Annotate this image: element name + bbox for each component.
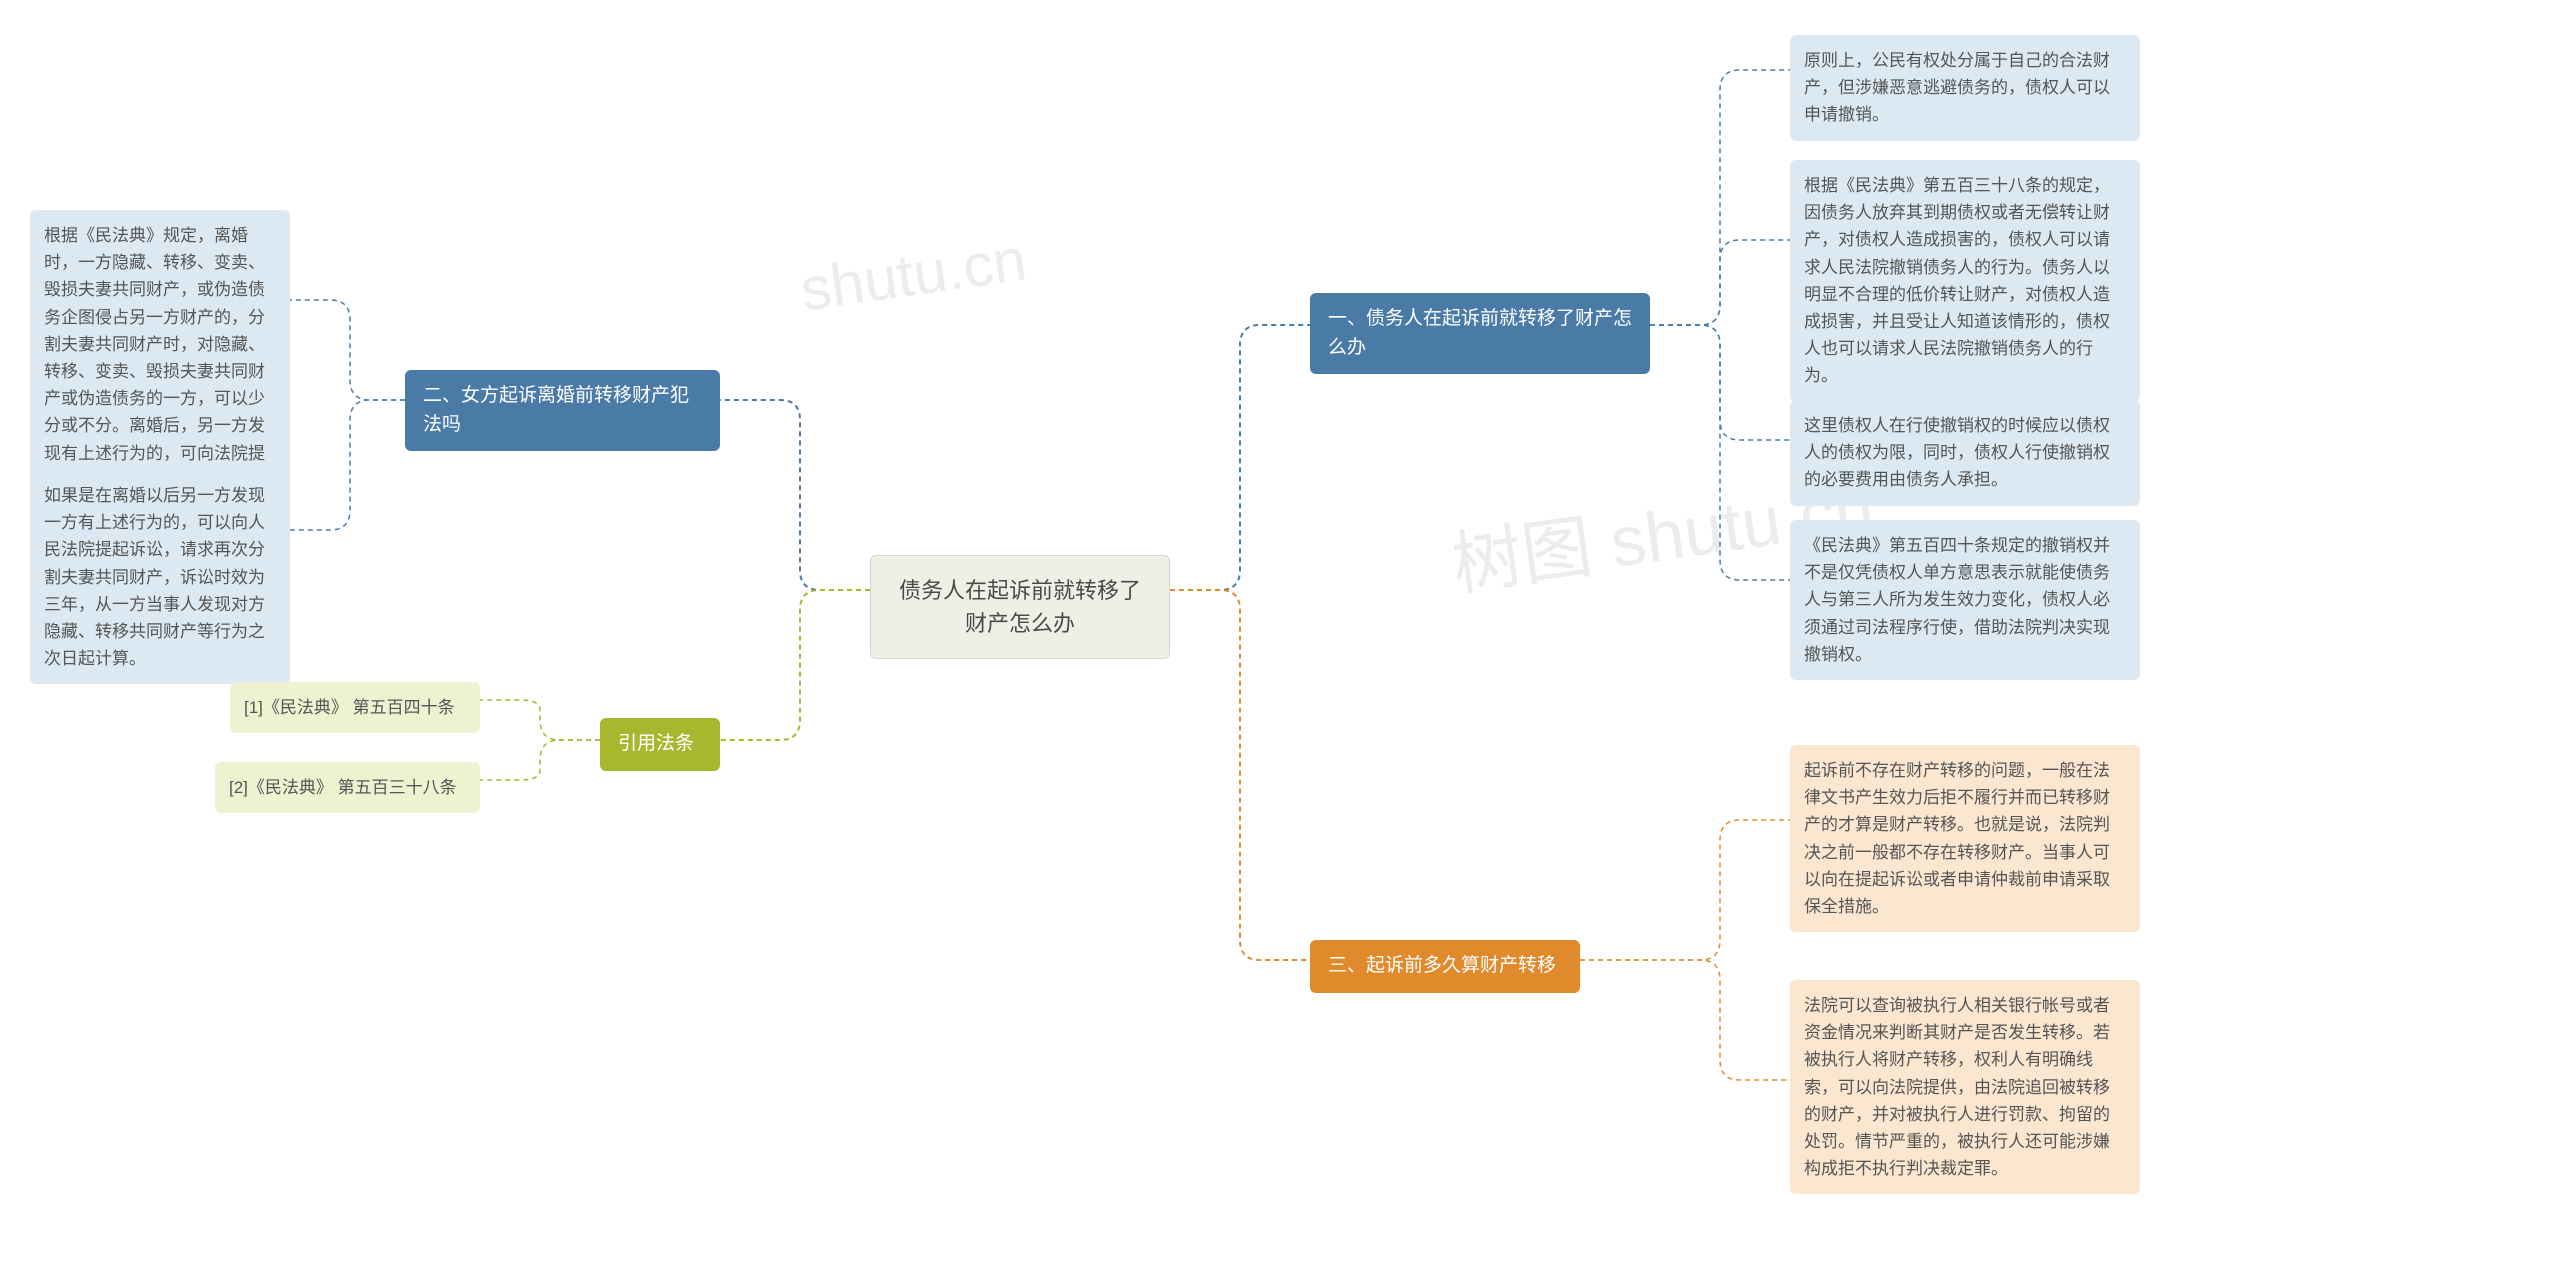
root-node[interactable]: 债务人在起诉前就转移了财产怎么办 (870, 555, 1170, 659)
branch-1-leaf-2: 根据《民法典》第五百三十八条的规定，因债务人放弃其到期债权或者无偿转让财产，对债… (1790, 160, 2140, 402)
branch-3-leaf-1: 起诉前不存在财产转移的问题，一般在法律文书产生效力后拒不履行并而已转移财产的才算… (1790, 745, 2140, 932)
branch-3-leaf-2: 法院可以查询被执行人相关银行帐号或者资金情况来判断其财产是否发生转移。若被执行人… (1790, 980, 2140, 1194)
branch-2[interactable]: 二、女方起诉离婚前转移财产犯法吗 (405, 370, 720, 451)
branch-1-leaf-1: 原则上，公民有权处分属于自己的合法财产，但涉嫌恶意逃避债务的，债权人可以申请撤销… (1790, 35, 2140, 141)
branch-4-leaf-2: [2]《民法典》 第五百三十八条 (215, 762, 480, 813)
branch-1-leaf-3: 这里债权人在行使撤销权的时候应以债权人的债权为限，同时，债权人行使撤销权的必要费… (1790, 400, 2140, 506)
branch-1-leaf-4: 《民法典》第五百四十条规定的撤销权并不是仅凭债权人单方意思表示就能使债务人与第三… (1790, 520, 2140, 680)
branch-4[interactable]: 引用法条 (600, 718, 720, 771)
branch-3[interactable]: 三、起诉前多久算财产转移 (1310, 940, 1580, 993)
branch-2-leaf-2: 如果是在离婚以后另一方发现一方有上述行为的，可以向人民法院提起诉讼，请求再次分割… (30, 470, 290, 684)
branch-1[interactable]: 一、债务人在起诉前就转移了财产怎么办 (1310, 293, 1650, 374)
branch-4-leaf-1: [1]《民法典》 第五百四十条 (230, 682, 480, 733)
watermark-1: shutu.cn (796, 225, 1030, 325)
connector-lines (0, 0, 2560, 1283)
